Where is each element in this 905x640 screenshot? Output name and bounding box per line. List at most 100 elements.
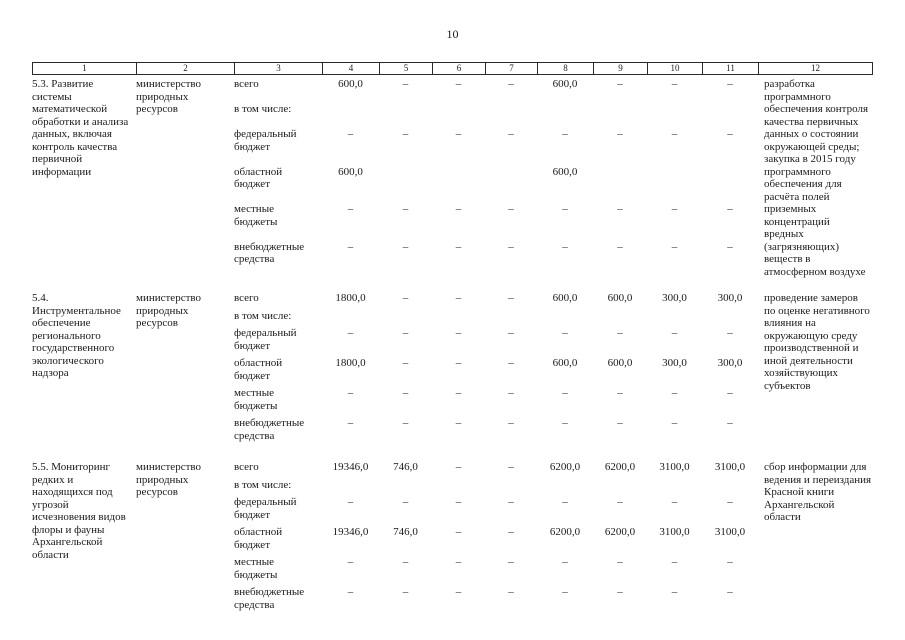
budget-value: 3100,0 [714,526,746,538]
budget-value: – [402,417,409,429]
budget-value: 300,0 [717,357,743,369]
budget-value: 600,0 [338,165,363,178]
budget-value: – [508,240,514,253]
budget-value: – [671,203,678,215]
budget-line-label: местные бюджеты [234,203,278,228]
executor-cell: министерство природных ресурсов [136,78,202,115]
budget-value: – [617,417,623,429]
budget-value: 746,0 [393,526,418,538]
budget-value: – [671,327,678,339]
budget-line-label: в том числе: [234,309,292,322]
budget-value: – [508,526,514,538]
budget-line-label: федеральный бюджет [234,496,297,521]
header-col-10: 10 [647,62,702,75]
budget-value: – [402,327,409,339]
budget-value: – [671,387,678,399]
budget-value: – [671,417,678,429]
budget-value: – [617,240,623,253]
budget-value: 300,0 [717,292,743,304]
budget-line-label: в том числе: [234,478,292,491]
header-col-8: 8 [537,62,593,75]
budget-line-label: местные бюджеты [234,387,278,412]
budget-value: – [508,586,514,598]
budget-value: – [455,461,462,473]
table-row: 5.4. Инструментальное обеспечение регион… [32,292,873,447]
budget-value: – [508,327,514,339]
budget-value: – [727,586,733,598]
budget-value: – [727,327,733,339]
budget-value: – [455,556,462,568]
budget-value: – [402,240,409,253]
budget-value: 6200,0 [549,461,581,473]
budget-value: – [347,586,354,598]
budget-value: – [562,240,568,253]
budget-value: 6200,0 [549,526,581,538]
budget-value: – [617,203,623,215]
budget-value: – [347,327,354,339]
budget-value: – [508,128,514,140]
budget-line-label: областной бюджет [234,526,283,551]
budget-value: – [508,556,514,568]
budget-value: – [562,496,568,508]
expected-results-cell: разработка программного обеспечения конт… [764,78,869,278]
budget-value: 746,0 [393,461,418,473]
budget-value: – [617,78,623,90]
budget-line-label: внебюджетные средства [234,240,305,266]
budget-value: – [671,78,678,90]
budget-value: – [617,128,623,140]
executor-cell: министерство природных ресурсов [136,292,202,329]
budget-value: – [727,78,733,90]
header-col-12: 12 [758,62,873,75]
budget-line-label: внебюджетные средства [234,586,305,611]
budget-value: – [455,240,462,253]
table-row: 5.5. Мониторинг редких и находящихся под… [32,461,873,616]
budget-value: – [347,496,354,508]
budget-value: 600,0 [552,78,578,90]
header-col-7: 7 [485,62,537,75]
expected-results-cell: сбор информации для ведения и переиздани… [764,461,872,523]
budget-line-label: всего [234,461,259,473]
budget-value: – [671,240,678,253]
activity-name-cell: 5.4. Инструментальное обеспечение регион… [32,292,121,379]
budget-value: – [562,128,568,140]
header-col-5: 5 [379,62,432,75]
budget-line-label: местные бюджеты [234,556,278,581]
budget-value: – [508,417,514,429]
budget-value: 1800,0 [335,292,366,304]
budget-line-label: в том числе: [234,103,292,115]
header-col-4: 4 [322,62,379,75]
budget-value: – [402,203,409,215]
budget-value: – [455,327,462,339]
budget-value: – [455,203,462,215]
expected-results-cell: проведение замеров по оценке негативного… [764,292,870,392]
budget-value: – [347,128,354,140]
budget-value: – [727,556,733,568]
budget-value: – [347,387,354,399]
budget-line-label: федеральный бюджет [234,128,297,153]
budget-value: – [617,556,623,568]
budget-value: 600,0 [552,357,578,369]
budget-value: 3100,0 [714,461,746,473]
header-col-6: 6 [432,62,485,75]
budget-value: – [562,586,568,598]
budget-value: 1800,0 [335,357,366,369]
budget-value: – [562,556,568,568]
budget-line-label: всего [234,292,259,304]
budget-value: – [727,417,733,429]
budget-value: – [402,496,409,508]
budget-value: – [402,128,409,140]
budget-value: 6200,0 [604,461,636,473]
budget-value: – [508,461,514,473]
budget-value: – [727,240,733,253]
budget-value: – [455,387,462,399]
table-body: 5.3. Развитие системы математической обр… [32,75,873,616]
budget-value: – [562,417,568,429]
budget-value: – [617,586,623,598]
budget-value: – [727,496,733,508]
activity-name-cell: 5.3. Развитие системы математической обр… [32,78,129,178]
header-col-11: 11 [702,62,758,75]
budget-value: – [455,128,462,140]
table-row: 5.3. Развитие системы математической обр… [32,78,873,278]
budget-value: – [508,78,514,90]
